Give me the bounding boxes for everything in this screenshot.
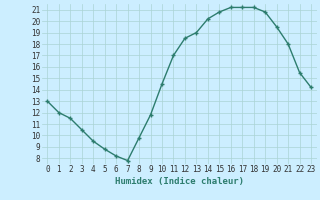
X-axis label: Humidex (Indice chaleur): Humidex (Indice chaleur) [115, 177, 244, 186]
